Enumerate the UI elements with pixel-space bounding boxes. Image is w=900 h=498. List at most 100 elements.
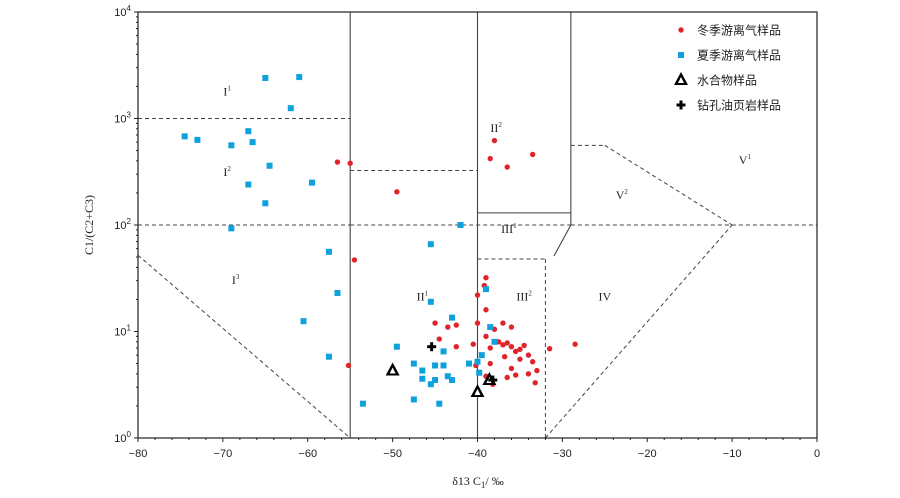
data-point-square — [266, 162, 273, 169]
data-point-square — [287, 105, 294, 112]
data-point-triangle — [470, 384, 485, 398]
data-point-square — [334, 289, 341, 296]
legend-label: 钻孔油页岩样品 — [697, 98, 781, 113]
data-point-circle — [512, 372, 519, 378]
data-point-circle — [487, 345, 493, 351]
data-point-square — [449, 314, 456, 321]
x-tick-label: −80 — [129, 448, 148, 460]
data-point-square — [181, 133, 188, 140]
legend-marker-triangle — [674, 72, 688, 85]
data-point-square — [432, 377, 439, 384]
data-point-circle — [521, 342, 527, 349]
data-point-cross — [488, 375, 498, 385]
boundary-dashed — [604, 144, 733, 226]
zone-label: I2 — [223, 165, 231, 179]
x-axis-title: δ13 C1/ ‰ — [452, 474, 504, 490]
data-point-square — [245, 128, 252, 135]
data-point-circle — [534, 367, 540, 374]
data-point-square — [476, 369, 483, 376]
zone-label: I3 — [232, 273, 240, 287]
data-point-square — [427, 298, 434, 305]
data-point-circle — [394, 189, 400, 195]
cross-v — [491, 375, 495, 385]
data-point-circle — [436, 336, 443, 342]
boundary-dashed — [545, 224, 733, 439]
y-axis-title: C1/(C2+C3) — [82, 195, 96, 255]
data-point-square — [300, 318, 307, 325]
data-point-square — [419, 375, 426, 382]
data-point-circle — [453, 343, 459, 350]
data-point-square — [262, 200, 269, 207]
legend-label: 冬季游离气样品 — [697, 23, 781, 38]
data-point-square — [440, 348, 447, 355]
data-point-square — [410, 360, 417, 367]
x-tick-label: −50 — [383, 448, 402, 460]
zone-label: V2 — [616, 188, 629, 202]
data-point-square — [419, 367, 426, 374]
x-tick-label: −40 — [468, 448, 487, 460]
data-point-square — [359, 400, 366, 407]
data-point-circle — [487, 360, 493, 367]
boundary-dashed — [137, 254, 351, 439]
data-point-circle — [512, 348, 519, 355]
x-tick-label: 0 — [814, 448, 820, 460]
y-axis-ticks: 100 101 102 103 104 — [114, 4, 138, 445]
y-tick-label: 103 — [114, 111, 131, 126]
zone-label: I1 — [223, 84, 231, 98]
y-tick-label: 100 — [114, 430, 131, 445]
data-point-square — [427, 241, 434, 248]
data-point-square — [410, 396, 417, 403]
legend-label: 夏季游离气样品 — [697, 48, 781, 63]
data-point-square — [444, 373, 451, 380]
legend-marker-circle — [678, 27, 684, 33]
x-tick-label: −60 — [298, 448, 317, 460]
data-point-circle — [546, 345, 553, 352]
data-point-square — [325, 248, 332, 255]
data-point-square — [325, 353, 332, 360]
data-point-circle — [453, 322, 459, 328]
data-point-circle — [347, 160, 353, 166]
data-point-square — [432, 362, 439, 369]
data-point-square — [436, 400, 443, 407]
zone-labels: I1 I2 I3 II2 II1 III1 III2 IV V2 V1 — [223, 84, 751, 303]
zone-label: III1 — [501, 222, 517, 236]
zone-label: III2 — [516, 290, 532, 304]
data-point-circle — [334, 159, 341, 165]
x-tick-label: −10 — [723, 448, 742, 460]
data-point-square — [228, 142, 235, 149]
cross-v — [430, 342, 434, 352]
data-point-circle — [572, 341, 578, 347]
data-point-square — [262, 75, 269, 82]
y-tick-label: 104 — [114, 4, 131, 19]
data-point-square — [474, 358, 481, 365]
data-point-circle — [351, 257, 358, 263]
y-tick-label: 102 — [114, 217, 131, 232]
data-point-circle — [529, 151, 536, 158]
data-point-circle — [529, 359, 536, 365]
data-point-circle — [345, 362, 352, 369]
data-point-square — [449, 377, 456, 384]
legend-marker-square — [678, 52, 684, 58]
data-point-cross — [427, 342, 437, 352]
data-point-circle — [500, 320, 506, 326]
data-point-square — [466, 360, 473, 367]
triangle-inner — [389, 367, 396, 374]
data-point-circle — [474, 320, 481, 326]
data-point-circle — [491, 137, 498, 144]
data-point-square — [440, 362, 447, 369]
cross-v — [679, 100, 683, 110]
data-point-circle — [504, 164, 510, 170]
data-point-circle — [508, 343, 515, 350]
data-point-circle — [532, 380, 538, 386]
data-point-square — [393, 343, 400, 350]
data-point-square — [478, 352, 485, 359]
data-point-square — [308, 179, 315, 186]
data-point-square — [245, 181, 252, 188]
data-point-circle — [525, 352, 532, 358]
data-point-circle — [517, 356, 523, 362]
boundary-solid — [553, 224, 572, 257]
data-point-square — [457, 222, 464, 228]
zone-label: V1 — [739, 153, 752, 167]
